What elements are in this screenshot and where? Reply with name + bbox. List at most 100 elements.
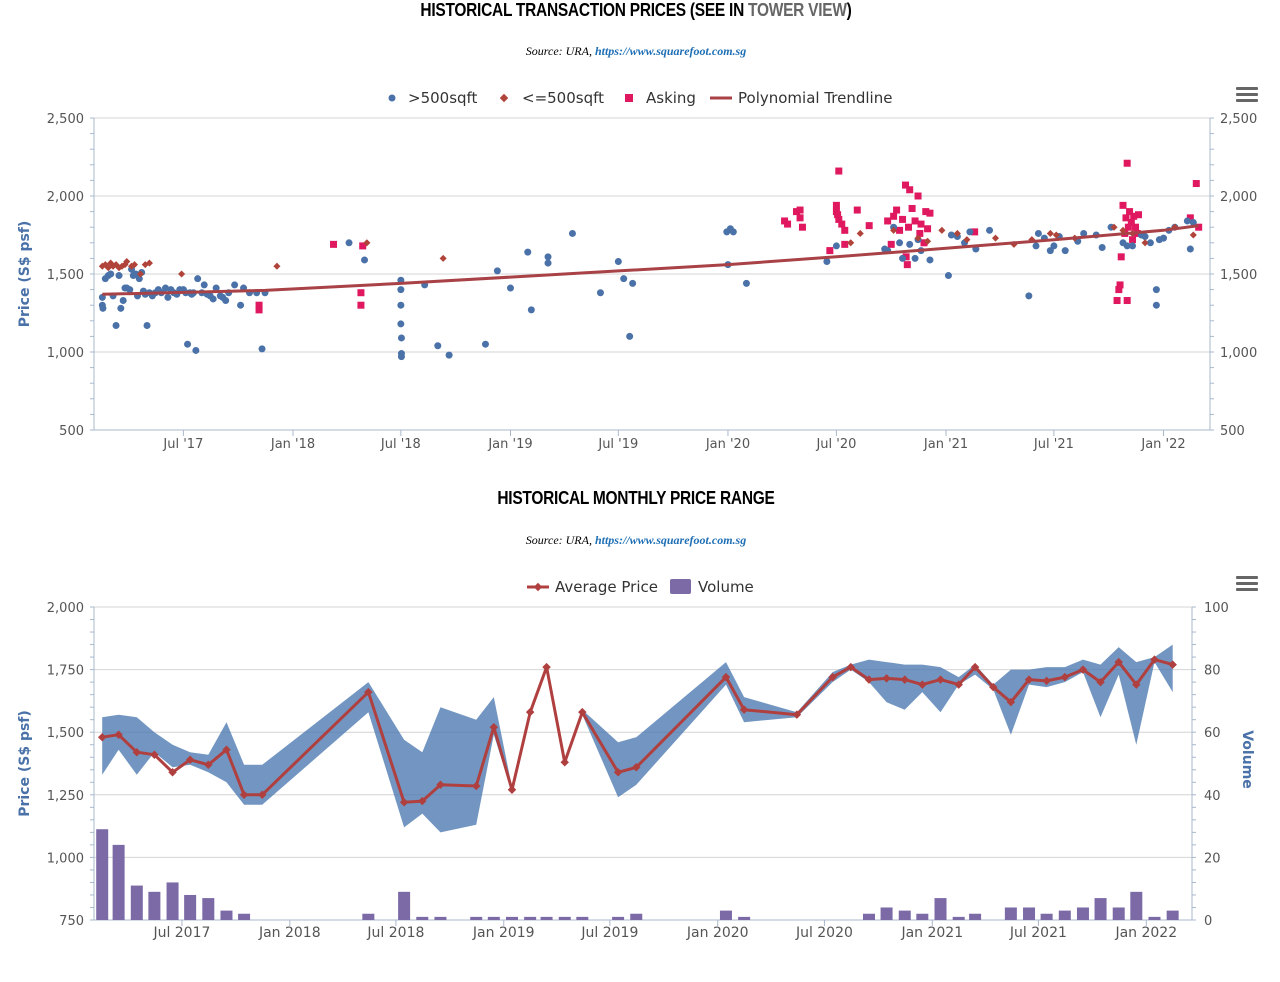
legend-marker-large [388,94,396,102]
x-tick-label: Jul 2021 [1009,925,1067,941]
small-unit-point [123,257,131,266]
volume-bar [148,891,161,920]
large-unit-point [481,340,489,348]
volume-bar [1076,907,1089,920]
volume-bar [238,913,251,920]
average-price-point [258,790,267,800]
volume-bar [1040,913,1053,920]
average-price-point [578,707,587,717]
large-unit-point [126,286,134,294]
asking-point [1113,297,1121,305]
volume-bar [470,916,483,920]
volume-bar [1023,907,1036,920]
y-axis-title: Price (S$ psf) [17,221,33,328]
volume-bar [524,916,537,920]
large-unit-point [162,284,170,292]
large-unit-point [614,258,622,266]
small-unit-point [914,234,922,242]
chart1-svg: 500 500 1,000 1,000 1,500 1,500 2,000 2,000 2,50… [17,89,1257,452]
x-tick-label: Jul '17 [162,437,203,452]
average-price-point [954,680,963,689]
average-price-point [846,662,856,672]
chart2-source-link[interactable]: https://www.squarefoot.com.sg [594,533,747,547]
x-tick-label: Jan 2019 [472,925,535,941]
volume-bar [862,913,875,920]
asking-point [1115,286,1123,294]
large-unit-point [986,226,994,234]
tower-view-link[interactable]: TOWER VIEW [748,0,847,20]
asking-point [971,228,979,236]
large-unit-point [729,228,737,236]
large-unit-point [506,284,514,292]
average-price-point [1024,675,1034,684]
volume-bar [1166,910,1179,920]
average-price-point [721,672,731,682]
y-tick-right: 1,500 [1220,268,1257,283]
average-price-point [436,780,445,790]
legend-marker-avg-dot [533,582,543,592]
large-unit-point [194,275,202,283]
large-unit-point [184,340,192,348]
asking-point [1130,212,1138,220]
asking-point [906,186,914,194]
large-unit-point [1034,229,1042,237]
average-price-point [399,798,409,807]
y-tick-left: 1,000 [47,346,84,361]
chart2-source-prefix: Source: URA, [525,533,595,547]
large-unit-point [143,321,151,329]
x-tick-label: Jan 2020 [686,925,749,941]
asking-point [917,220,925,228]
x-tick-label: Jan 2022 [1114,925,1177,941]
volume-bar [576,916,589,920]
asking-point [798,223,806,231]
small-unit-point [924,237,932,245]
y-tick-right: 2,000 [1220,190,1257,205]
small-unit-point [938,226,946,234]
y-tick-left: 2,000 [47,190,84,205]
large-unit-point [596,289,604,297]
large-unit-point [568,229,576,237]
asking-point [835,215,843,223]
volume-bar [362,913,375,920]
large-unit-point [1152,286,1160,294]
asking-point [920,239,928,247]
large-unit-point [397,353,405,361]
legend-label-large: >500sqft [408,89,478,107]
asking-point [884,217,892,225]
x-tick-label: Jan 2021 [900,925,963,941]
large-unit-point [200,281,208,289]
asking-point [1195,223,1203,231]
asking-point [255,306,263,314]
chart1-hamburger-menu-icon[interactable] [1236,87,1258,103]
y-tick-right: 60 [1204,726,1221,741]
trendline [102,224,1199,296]
chart1-source-prefix: Source: URA, [525,44,595,58]
chart2-hamburger-menu-icon[interactable] [1236,576,1258,592]
asking-point [1186,214,1194,222]
volume-bar [719,910,732,920]
y-tick-left: 2,000 [47,601,84,616]
chart1-title-main: HISTORICAL TRANSACTION PRICES (SEE IN [420,0,749,20]
legend-marker-volume [670,579,691,594]
volume-bar [505,916,518,920]
small-unit-point [890,226,898,234]
chart1-source-link[interactable]: https://www.squarefoot.com.sg [594,44,747,58]
x-tick-label: Jul 2017 [152,925,210,941]
large-unit-point [524,248,532,256]
average-price-point [471,781,481,791]
volume-bar [630,913,643,920]
large-unit-point [620,275,628,283]
large-unit-point [493,267,501,275]
asking-point [357,301,365,309]
large-unit-point [832,242,840,250]
asking-point [908,204,916,212]
y-tick-right: 1,000 [1220,346,1257,361]
y-tick-left: 1,500 [47,268,84,283]
asking-point [1123,297,1131,305]
small-unit-point [963,236,971,244]
volume-bar [540,916,553,920]
y-tick-left: 1,750 [47,664,84,679]
y-tick-left: 1,000 [47,851,84,866]
asking-point [841,240,849,248]
small-unit-point [130,261,139,269]
